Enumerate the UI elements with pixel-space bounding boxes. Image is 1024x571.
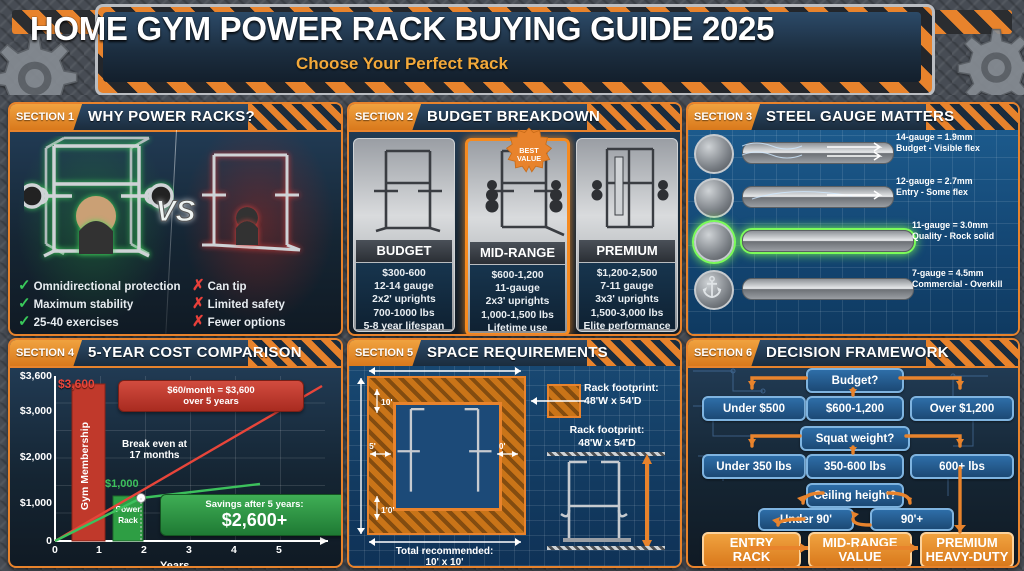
svg-text:0': 0': [499, 442, 505, 451]
svg-text:10': 10': [381, 397, 392, 407]
svg-text:Gym Membership: Gym Membership: [79, 422, 91, 510]
svg-text:1'0': 1'0': [381, 505, 395, 515]
svg-text:VALUE: VALUE: [517, 154, 541, 163]
svg-text:Rack: Rack: [118, 515, 138, 525]
svg-text:5': 5': [369, 441, 376, 451]
svg-text:BEST: BEST: [520, 146, 540, 155]
